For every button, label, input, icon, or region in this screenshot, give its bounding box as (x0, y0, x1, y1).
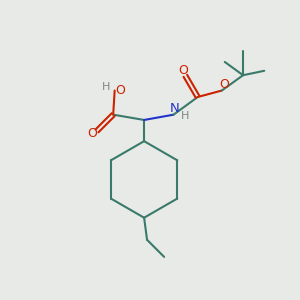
Text: O: O (219, 77, 229, 91)
Text: O: O (178, 64, 188, 77)
Text: O: O (87, 127, 97, 140)
Text: N: N (169, 102, 179, 115)
Text: H: H (181, 111, 189, 121)
Text: O: O (115, 84, 125, 97)
Text: H: H (102, 82, 111, 92)
